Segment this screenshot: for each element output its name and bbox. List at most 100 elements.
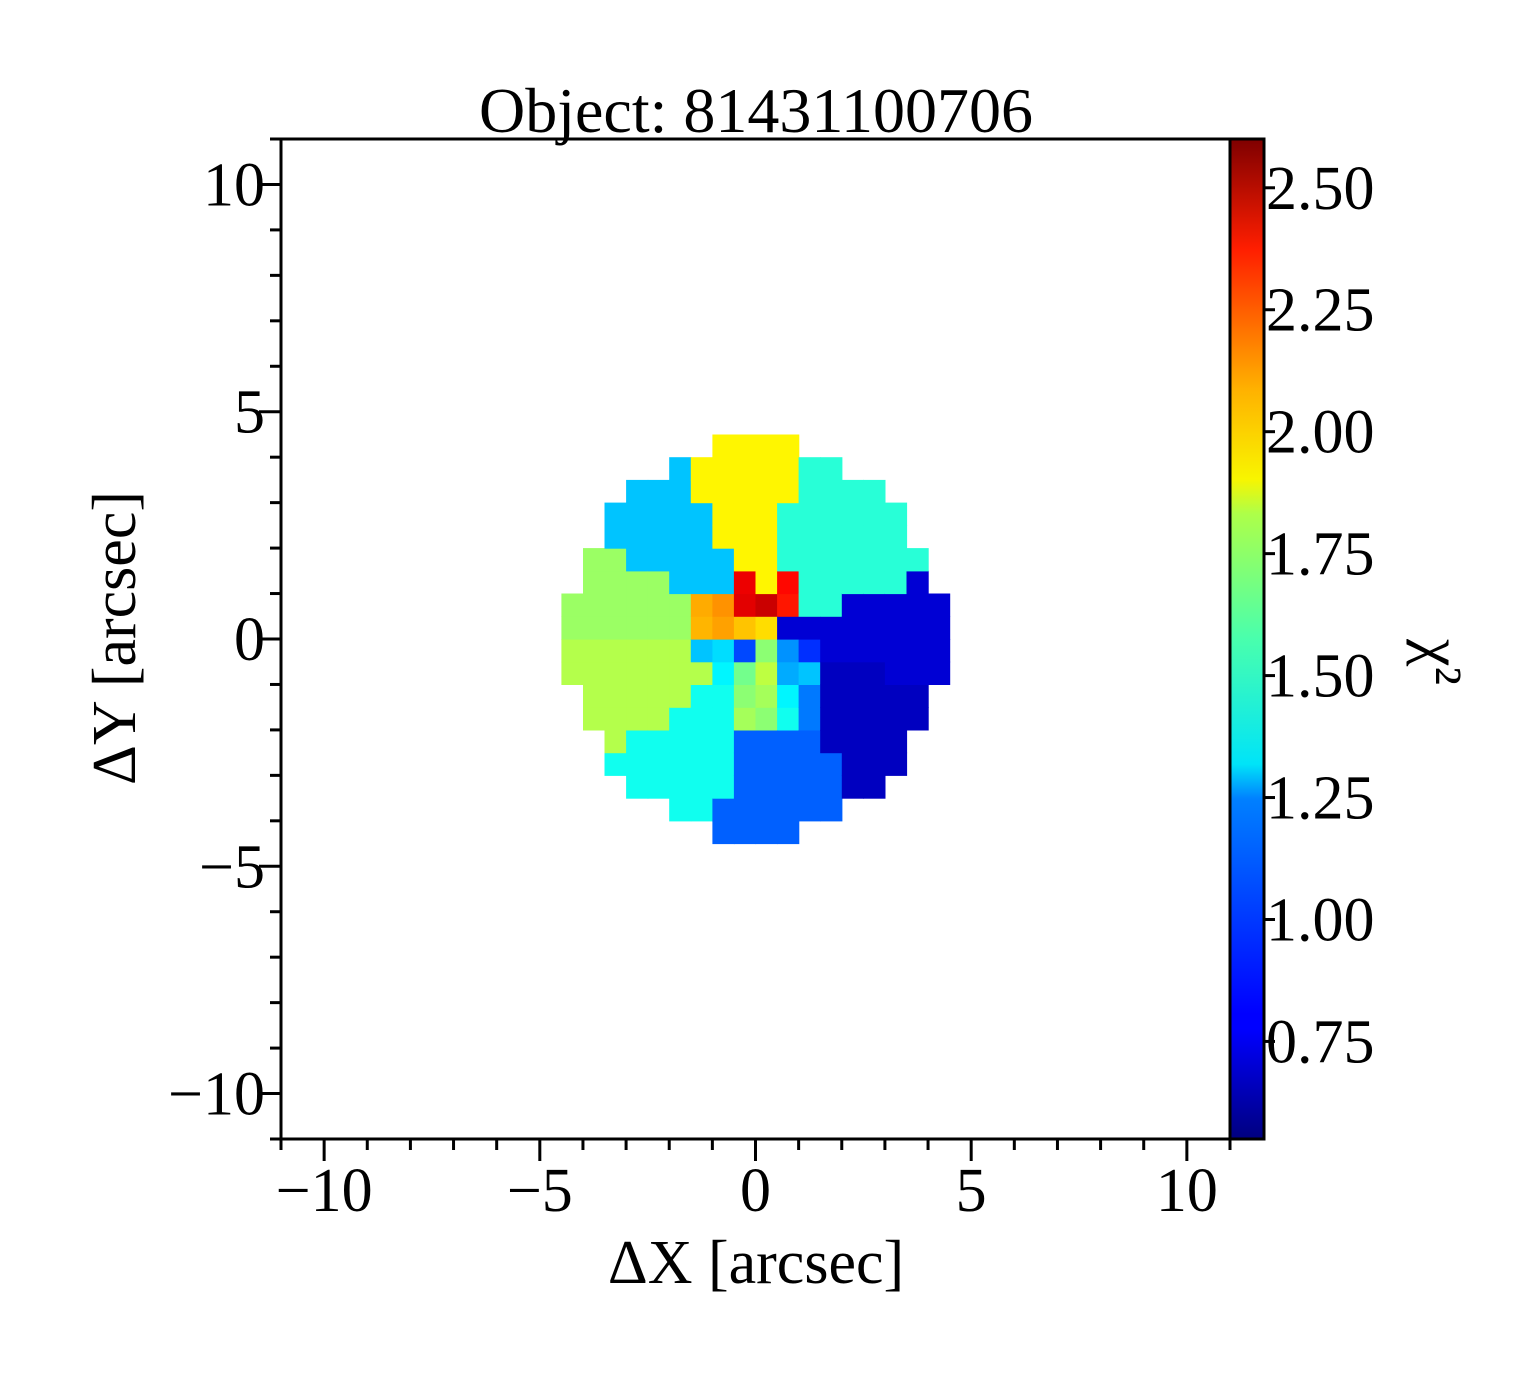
heatmap-pixel (777, 820, 800, 845)
heatmap-pixel (626, 570, 649, 595)
heatmap-pixel (906, 684, 929, 708)
heatmap-pixel (863, 661, 886, 685)
heatmap-pixel (583, 616, 606, 640)
heatmap-pixel (863, 593, 886, 617)
heatmap-pixel (798, 775, 821, 799)
heatmap-pixel (884, 525, 908, 549)
heatmap-pixel (755, 684, 778, 708)
heatmap-pixel (604, 684, 627, 708)
heatmap-pixel (755, 752, 778, 776)
heatmap-pixel (733, 775, 757, 799)
heatmap-pixel (928, 616, 951, 640)
heatmap-pixel (777, 752, 800, 776)
heatmap-pixel (647, 684, 670, 708)
colorbar-tick-label: 0.75 (1266, 1008, 1375, 1076)
heatmap-pixel (884, 752, 908, 776)
heatmap-pixel (820, 525, 843, 549)
heatmap-pixel (820, 707, 843, 731)
heatmap-pixel (777, 479, 800, 504)
heatmap-pixel (626, 525, 649, 549)
heatmap-pixel (755, 593, 778, 617)
heatmap-pixel (690, 593, 713, 617)
heatmap-pixel (755, 661, 778, 685)
heatmap-pixel (583, 570, 606, 595)
heatmap-pixel (798, 639, 821, 663)
heatmap-pixel (690, 707, 713, 731)
heatmap-pixel (669, 661, 692, 685)
heatmap-pixel (798, 616, 821, 640)
heatmap-pixel (561, 661, 584, 685)
heatmap-pixel (841, 502, 864, 526)
heatmap-pixel (863, 570, 886, 595)
heatmap-pixel (798, 798, 821, 822)
x-axis-title: ΔX [arcsec] (608, 1229, 904, 1297)
heatmap-pixel (561, 639, 584, 663)
heatmap-pixel (690, 457, 713, 481)
heatmap-pixel (626, 775, 649, 799)
heatmap-pixel (777, 729, 800, 754)
heatmap-pixel (755, 479, 778, 504)
heatmap-pixel (669, 593, 692, 617)
heatmap-pixel (604, 548, 627, 572)
heatmap-pixel (604, 570, 627, 595)
colorbar-tick-label: 2.50 (1266, 155, 1375, 223)
heatmap-pixel (863, 775, 886, 799)
colorbar-tick-label: 1.00 (1266, 886, 1375, 954)
heatmap-pixel (820, 593, 843, 617)
heatmap-pixel (906, 616, 929, 640)
heatmap-pixel (798, 684, 821, 708)
heatmap-pixel (777, 548, 800, 572)
heatmap-pixel (669, 798, 692, 822)
heatmap-pixel (690, 661, 713, 685)
heatmap-pixel (690, 775, 713, 799)
heatmap-pixel (884, 570, 908, 595)
heatmap-pixel (669, 684, 692, 708)
heatmap-pixel (820, 479, 843, 504)
heatmap-pixel (841, 570, 864, 595)
heatmap-pixel (777, 434, 800, 458)
heatmap-pixel (777, 593, 800, 617)
heatmap-pixel (820, 661, 843, 685)
heatmap-pixel (712, 775, 735, 799)
heatmap-pixel (733, 570, 757, 595)
heatmap-pixel (604, 752, 627, 776)
heatmap-pixel (733, 434, 757, 458)
heatmap-pixel (777, 525, 800, 549)
y-axis-ticks: −10 −5 0 5 10 (168, 137, 281, 1141)
heatmap-pixel (777, 684, 800, 708)
heatmap-pixel (583, 661, 606, 685)
heatmap-pixel (712, 707, 735, 731)
heatmap-pixel (561, 616, 584, 640)
heatmap-pixel (863, 548, 886, 572)
heatmap-pixel (755, 548, 778, 572)
heatmap-pixel (863, 752, 886, 776)
heatmap-pixel (712, 570, 735, 595)
heatmap-pixel (669, 616, 692, 640)
colorbar-label: χ² (1406, 638, 1474, 685)
heatmap-pixel (561, 593, 584, 617)
heatmap-pixel (820, 548, 843, 572)
heatmap-pixel (777, 639, 800, 663)
heatmap-pixel (798, 525, 821, 549)
heatmap-pixel (604, 525, 627, 549)
heatmap-pixel (884, 684, 908, 708)
heatmap-pixel (733, 457, 757, 481)
heatmap-pixel (863, 729, 886, 754)
heatmap-pixel (798, 570, 821, 595)
heatmap-pixel (755, 729, 778, 754)
heatmap-pixel (733, 752, 757, 776)
heatmap-pixel (669, 548, 692, 572)
heatmap-pixel (820, 775, 843, 799)
heatmap-pixel (841, 775, 864, 799)
heatmap-pixel (777, 457, 800, 481)
heatmap-pixel (712, 548, 735, 572)
heatmap-pixel (884, 548, 908, 572)
heatmap-pixel (669, 479, 692, 504)
heatmap-pixel (733, 548, 757, 572)
heatmap-pixel (712, 639, 735, 663)
heatmap-pixel (733, 593, 757, 617)
heatmap-pixel (647, 616, 670, 640)
heatmap-pixel (755, 639, 778, 663)
heatmap-pixel (820, 639, 843, 663)
heatmap-pixel (841, 729, 864, 754)
